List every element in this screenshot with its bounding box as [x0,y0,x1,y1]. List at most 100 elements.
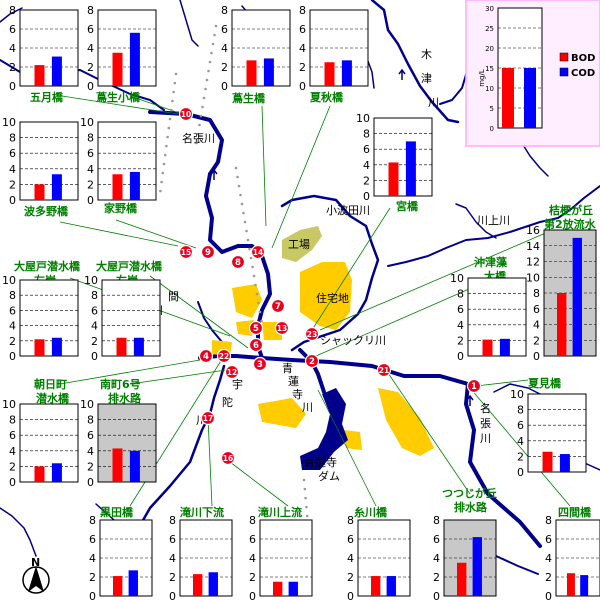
tick-label: 8 [457,288,464,301]
residential-area-3 [236,320,254,336]
tick-label: 6 [9,23,16,36]
leader-line [129,95,183,115]
tick-label: 6 [87,429,94,442]
boundary-dot [166,135,169,139]
site-marker-10[interactable]: 10 [178,106,194,122]
site-label-natsuaki: 夏秋橋 [310,90,344,104]
bod-bar [371,576,381,596]
chart-frame [309,9,369,87]
tick-label: 8 [91,289,98,302]
site-marker-4[interactable]: 4 [198,348,214,364]
boundary-dot [196,132,200,136]
site-marker-13[interactable]: 13 [274,320,290,336]
tick-label: 4 [91,320,98,333]
cod-bar [499,338,510,356]
legend-tick-label: 5 [490,105,494,113]
tick-label: 0 [347,590,354,600]
tick-label: 6 [169,533,176,546]
leader-line [59,359,201,385]
tick-label: 0 [91,350,98,363]
tick-label: 8 [363,128,370,141]
site-marker-17[interactable]: 17 [200,410,216,426]
site-marker-8[interactable]: 8 [230,254,246,270]
tick-label: 2 [545,571,552,584]
cod-bar [129,171,140,200]
boundary-dot [208,60,212,64]
tick-label: 0 [299,80,306,93]
site-marker-21[interactable]: 21 [376,362,392,378]
site-chart-c19: 0 2 4 6 8 [433,514,497,600]
tick-label: 6 [91,304,98,317]
site-marker-2[interactable]: 2 [304,353,320,369]
tick-label: 8 [9,414,16,427]
leader-line [385,369,471,495]
tick-label: 0 [457,350,464,363]
tick-label: 0 [169,590,176,600]
chart-frame [19,403,79,483]
site-marker-number: 21 [379,366,389,375]
tick-label: 8 [249,514,256,527]
site-label-satsuki: 五月橋 [30,90,64,104]
site-marker-6[interactable]: 6 [248,337,264,353]
leader-line [317,389,377,507]
site-marker-14[interactable]: 14 [250,244,266,260]
site-marker-12[interactable]: 12 [224,364,240,380]
leader-line [61,95,179,115]
tick-label: 0 [9,80,16,93]
tick-label: 2 [169,571,176,584]
boundary-dot [251,265,254,269]
top-stream [179,0,199,47]
tick-label: 14 [526,240,540,253]
site-marker-22[interactable]: 22 [216,348,232,364]
flow-arrow-icon [398,68,406,80]
site-marker-23[interactable]: 23 [304,326,320,342]
tick-label: 4 [89,552,96,565]
shorenji-river-label-2: 蓮 [288,374,299,388]
site-chart-c20: 0 2 4 6 8 [545,514,600,600]
boundary-dot [163,153,167,157]
site-marker-9[interactable]: 9 [200,244,216,260]
tick-label: 4 [87,445,94,458]
leader-line [149,275,249,349]
site-marker-1[interactable]: 1 [466,378,482,394]
boundary-dot [174,72,178,76]
cod-bar [51,56,62,86]
chart-frame [97,121,157,201]
site-marker-16[interactable]: 16 [220,450,236,466]
shorenji-dam [300,388,348,470]
cod-bar [341,60,352,86]
site-marker-number: 12 [227,368,237,377]
tick-label: 16 [526,224,540,237]
site-chart-c11: 0 2 4 6 8 10 [450,272,527,363]
cod-bar [580,575,589,596]
leader-line [315,285,477,357]
boundary-dot [205,78,209,82]
boundary-dot [258,310,262,314]
site-marker-number: 6 [253,341,259,351]
site-marker-7[interactable]: 7 [270,298,286,314]
tick-label: 0 [9,194,16,207]
site-marker-5[interactable]: 5 [248,320,264,336]
north-label: N [31,556,40,569]
site-marker-number: 2 [309,357,315,367]
dam-label-2: ダム [318,469,340,483]
legend-tick-label: 30 [485,5,494,13]
cod-bar [129,450,140,482]
boundary-dot [252,274,256,278]
top-left-creek [0,7,23,23]
site-marker-number: 17 [203,414,213,423]
site-marker-3[interactable]: 3 [252,356,268,372]
tick-label: 8 [89,514,96,527]
nabari-river-label-2: 張 [480,417,491,430]
tick-label: 4 [9,42,16,55]
bod-bar [324,62,335,86]
site-label-minami-1: 南町6号 [100,377,141,391]
site-label-asahi-1: 朝日町 [34,377,67,391]
site-marker-15[interactable]: 15 [178,244,194,260]
tick-label: 2 [9,178,16,191]
bod-bar [542,451,553,472]
site-chart-c2: 0 2 4 6 8 [87,4,157,93]
leader-line [129,369,227,385]
tick-label: 10 [526,271,540,284]
